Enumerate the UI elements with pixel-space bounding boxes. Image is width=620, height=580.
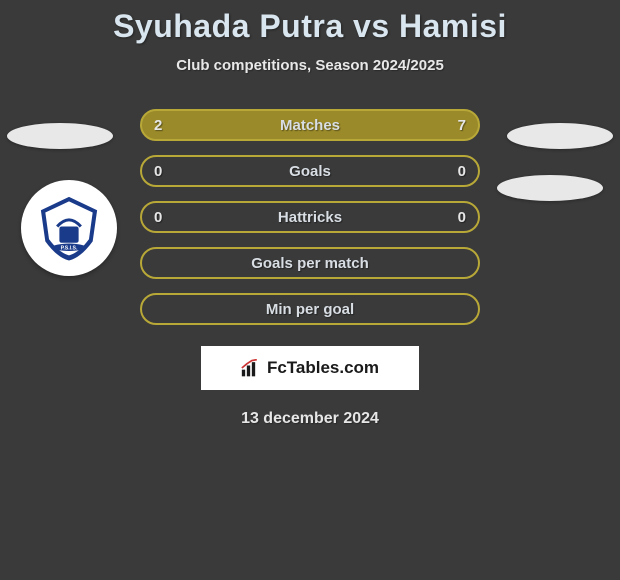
stat-label: Hattricks (278, 209, 342, 226)
bar-chart-icon (241, 359, 261, 377)
stat-label: Goals per match (251, 255, 369, 272)
stat-value-left: 0 (154, 163, 162, 180)
stat-value-left: 0 (154, 209, 162, 226)
stat-row-mpg: Min per goal (0, 286, 620, 332)
stat-pill: 2 Matches 7 (140, 109, 480, 141)
stat-pill: 0 Goals 0 (140, 155, 480, 187)
stat-value-left: 2 (154, 117, 162, 134)
stat-rows: 2 Matches 7 0 Goals 0 0 Hattricks 0 Goal… (0, 102, 620, 332)
stat-row-goals: 0 Goals 0 (0, 148, 620, 194)
page-title: Syuhada Putra vs Hamisi (0, 0, 620, 45)
date-text: 13 december 2024 (0, 410, 620, 428)
stat-pill: Goals per match (140, 247, 480, 279)
stat-label: Min per goal (266, 301, 354, 318)
stat-value-right: 7 (458, 117, 466, 134)
stat-pill: 0 Hattricks 0 (140, 201, 480, 233)
stat-row-hattricks: 0 Hattricks 0 (0, 194, 620, 240)
stat-value-right: 0 (458, 163, 466, 180)
stat-label: Matches (280, 117, 340, 134)
stat-label: Goals (289, 163, 331, 180)
branding-text: FcTables.com (267, 358, 379, 378)
branding-badge: FcTables.com (201, 346, 419, 390)
stat-row-gpm: Goals per match (0, 240, 620, 286)
stat-row-matches: 2 Matches 7 (0, 102, 620, 148)
comparison-card: Syuhada Putra vs Hamisi Club competition… (0, 0, 620, 580)
subtitle: Club competitions, Season 2024/2025 (0, 57, 620, 74)
stat-pill: Min per goal (140, 293, 480, 325)
stat-value-right: 0 (458, 209, 466, 226)
